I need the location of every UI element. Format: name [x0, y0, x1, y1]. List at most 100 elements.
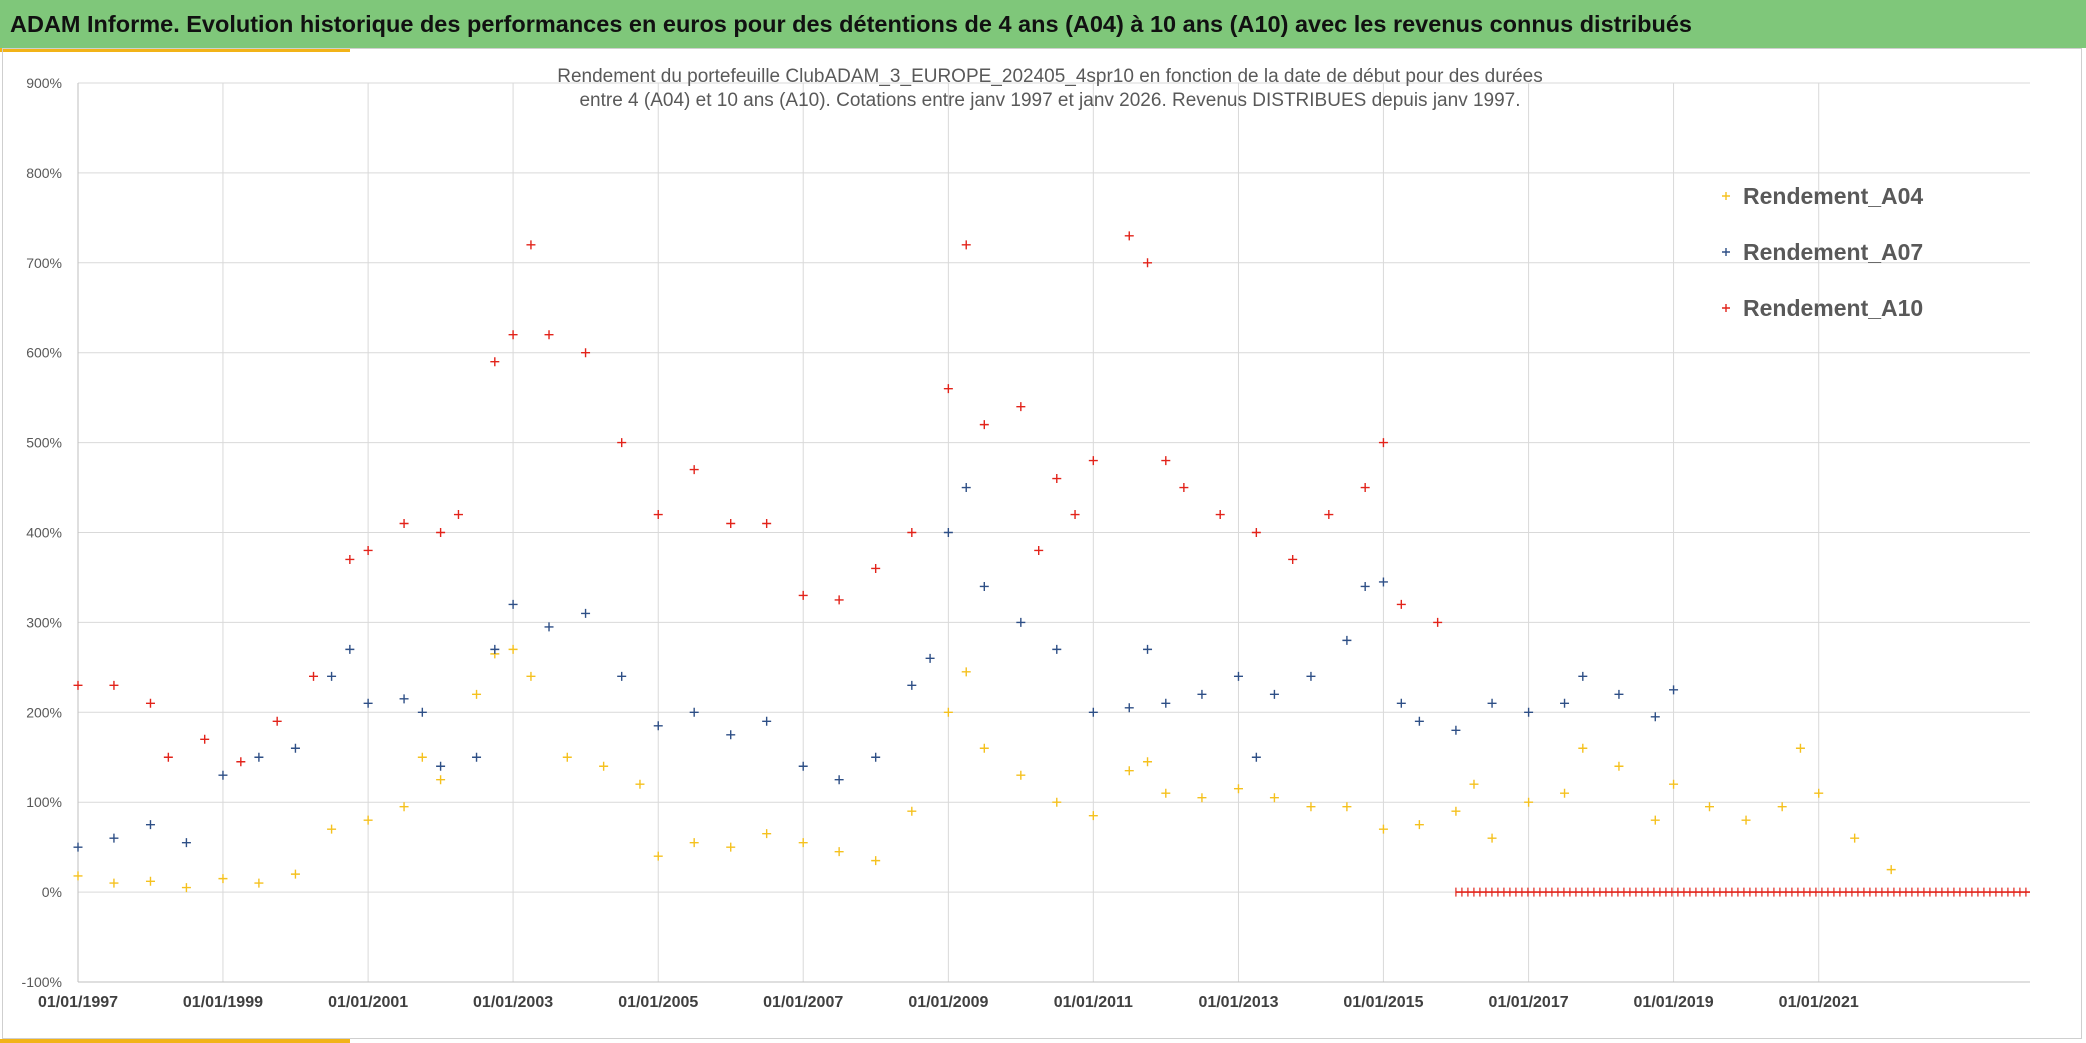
data-point — [236, 757, 246, 767]
data-point — [345, 554, 355, 564]
data-point — [1342, 802, 1352, 812]
legend-marker — [1722, 304, 1730, 312]
data-point — [599, 761, 609, 771]
data-point — [1251, 752, 1261, 762]
data-point — [1850, 833, 1860, 843]
data-point — [272, 716, 282, 726]
y-tick-label: 200% — [26, 704, 62, 720]
x-tick-label: 01/01/2019 — [1634, 994, 1714, 1011]
series-Rendement_A07 — [73, 483, 1679, 852]
data-point — [1524, 797, 1534, 807]
data-point — [943, 384, 953, 394]
data-point — [1342, 635, 1352, 645]
y-tick-label: 100% — [26, 794, 62, 810]
data-point — [1886, 865, 1896, 875]
data-point — [1034, 545, 1044, 555]
data-point — [1052, 797, 1062, 807]
y-tick-label: 800% — [26, 165, 62, 181]
data-point — [834, 775, 844, 785]
data-point — [1124, 231, 1134, 241]
x-tick-label: 01/01/2021 — [1779, 994, 1859, 1011]
data-point — [617, 438, 627, 448]
data-point — [1524, 707, 1534, 717]
data-point — [1070, 510, 1080, 520]
legend-marker — [1722, 248, 1730, 256]
data-point — [562, 752, 572, 762]
data-point — [1016, 617, 1026, 627]
data-point — [979, 581, 989, 591]
data-point — [109, 833, 119, 843]
data-point — [653, 851, 663, 861]
data-point — [1814, 788, 1824, 798]
data-point — [907, 806, 917, 816]
data-point — [290, 869, 300, 879]
data-point — [1143, 757, 1153, 767]
data-point — [907, 680, 917, 690]
data-point — [1143, 644, 1153, 654]
data-point — [73, 842, 83, 852]
chart-title-line2: entre 4 (A04) et 10 ans (A10). Cotations… — [579, 90, 1520, 111]
data-point — [254, 752, 264, 762]
data-point — [1360, 483, 1370, 493]
legend-label: Rendement_A04 — [1743, 183, 1923, 209]
data-point — [726, 842, 736, 852]
data-point — [1414, 716, 1424, 726]
data-point — [1378, 438, 1388, 448]
data-point — [1741, 815, 1751, 825]
x-tick-label: 01/01/1997 — [38, 994, 118, 1011]
data-point — [1614, 761, 1624, 771]
data-point — [961, 483, 971, 493]
legend-marker — [1722, 192, 1730, 200]
data-point — [1324, 510, 1334, 520]
data-point — [581, 348, 591, 358]
data-point — [798, 761, 808, 771]
data-point — [1269, 793, 1279, 803]
data-point — [163, 752, 173, 762]
data-point — [1396, 599, 1406, 609]
data-point — [653, 510, 663, 520]
data-point — [327, 671, 337, 681]
data-point — [1650, 815, 1660, 825]
y-tick-label: 0% — [42, 884, 62, 900]
data-point — [1251, 528, 1261, 537]
data-point — [145, 698, 155, 708]
data-point — [1451, 725, 1461, 735]
data-point — [544, 330, 554, 340]
x-tick-label: 01/01/2017 — [1489, 994, 1569, 1011]
data-point — [925, 653, 935, 663]
data-point — [472, 752, 482, 762]
legend-label: Rendement_A10 — [1743, 295, 1923, 321]
data-point — [1614, 689, 1624, 699]
x-tick-label: 01/01/2003 — [473, 994, 553, 1011]
data-point — [109, 680, 119, 690]
data-point — [1233, 784, 1243, 794]
data-point — [508, 330, 518, 340]
data-point — [73, 680, 83, 690]
data-point — [436, 761, 446, 771]
header-banner: ADAM Informe. Evolution historique des p… — [0, 0, 2086, 48]
data-point — [1052, 474, 1062, 484]
data-point — [145, 820, 155, 830]
data-point — [871, 752, 881, 762]
data-point — [436, 528, 446, 537]
data-point — [943, 707, 953, 717]
data-point — [1777, 802, 1787, 812]
chart-frame — [2, 48, 2082, 1039]
data-point — [417, 707, 427, 717]
legend-label: Rendement_A07 — [1743, 239, 1923, 265]
data-point — [254, 878, 264, 888]
data-point — [490, 357, 500, 367]
data-point — [1306, 671, 1316, 681]
data-point — [363, 698, 373, 708]
series-Rendement_A04 — [73, 644, 1896, 893]
x-tick-label: 01/01/2005 — [618, 994, 698, 1011]
data-point — [1179, 483, 1189, 493]
data-point — [943, 528, 953, 537]
data-point — [689, 465, 699, 475]
data-point — [399, 519, 409, 529]
data-point — [1396, 698, 1406, 708]
accent-bar-bottom — [0, 1039, 350, 1043]
data-point — [453, 510, 463, 520]
data-point — [1269, 689, 1279, 699]
data-point — [1795, 743, 1805, 753]
